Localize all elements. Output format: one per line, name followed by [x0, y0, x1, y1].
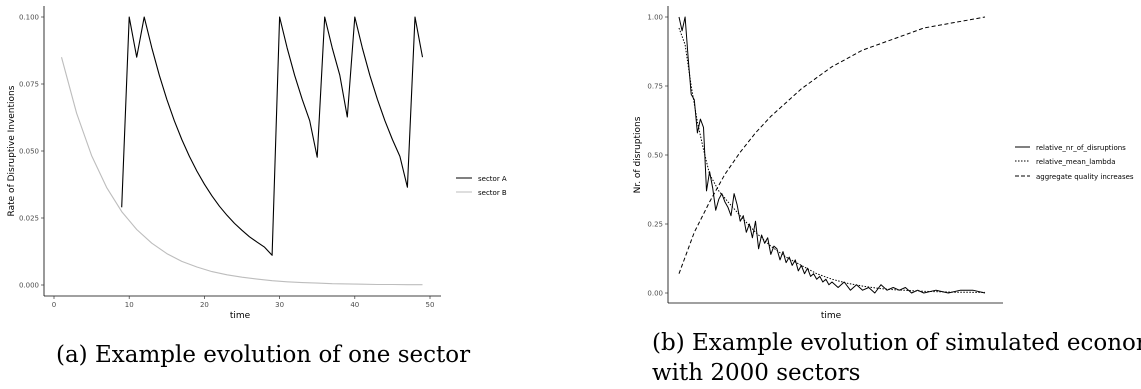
panel-b-x-axis-title: time: [821, 311, 842, 321]
panel-a-x-tick-label: 0: [52, 301, 56, 309]
panel-a-y-tick-label: 0.000: [19, 282, 39, 290]
panel-a-legend: sector A sector B: [456, 175, 507, 197]
panel-a-x-tick-label: 50: [426, 301, 435, 309]
legend-label-aggregate-quality-increases: aggregate quality increases: [1036, 173, 1134, 181]
panel-a-x-tick-label: 30: [275, 301, 284, 309]
panel-a-y-tick-label: 0.050: [19, 148, 39, 156]
caption-a: (a) Example evolution of one sector: [56, 342, 470, 368]
panel-a-x-tick-label: 40: [350, 301, 359, 309]
panel-b-y-tick-label: 0.75: [647, 83, 663, 91]
caption-b-line-1: (b) Example evolution of simulated econo…: [652, 330, 1141, 356]
panel-b-legend: relative_nr_of_disruptions relative_mean…: [1015, 144, 1134, 181]
panel-b-y-tick-label: 0.25: [647, 221, 663, 229]
legend-label-relative-mean-lambda: relative_mean_lambda: [1036, 158, 1116, 166]
panel-a-y-axis-title: Rate of Disruptive Inventions: [7, 85, 17, 216]
panel-a-y-tick-label: 0.025: [19, 215, 39, 223]
series-line-aggregate-quality-increases: [678, 16, 986, 274]
panel-a: 0.000 0.025 0.050 0.075 0.100 0 10 20 30 40 50 ti…: [7, 6, 507, 321]
panel-b-y-ticks: 0.00 0.25 0.50 0.75 1.00: [647, 14, 668, 298]
panel-b-y-tick-label: 0.50: [647, 152, 663, 160]
legend-label-relative-nr-of-disruptions: relative_nr_of_disruptions: [1036, 144, 1126, 152]
series-line-relative-nr-of-disruptions: [678, 16, 986, 294]
panel-a-y-ticks: 0.000 0.025 0.050 0.075 0.100: [19, 14, 44, 290]
panel-b-y-tick-label: 1.00: [647, 14, 663, 22]
panel-a-x-ticks: 0 10 20 30 40 50: [52, 296, 435, 309]
panel-a-y-tick-label: 0.100: [19, 14, 39, 22]
panel-b: 0.00 0.25 0.50 0.75 1.00 time Nr. of disrupt…: [633, 6, 1134, 321]
panel-a-x-tick-label: 20: [200, 301, 209, 309]
panel-b-y-tick-label: 0.00: [647, 290, 663, 298]
legend-label-sector-a: sector A: [478, 175, 507, 183]
legend-label-sector-b: sector B: [478, 189, 507, 197]
panel-a-x-tick-label: 10: [125, 301, 134, 309]
panel-a-x-axis-title: time: [230, 311, 251, 321]
panel-b-series: [678, 16, 986, 294]
panel-a-series: [60, 16, 424, 286]
series-line-sector-b: [60, 57, 423, 286]
panel-b-y-axis-title: Nr. of disruptions: [633, 116, 643, 193]
series-line-relative-mean-lambda: [678, 27, 986, 293]
panel-a-y-tick-label: 0.075: [19, 81, 39, 89]
caption-b-line-2: with 2000 sectors: [652, 360, 860, 386]
series-line-sector-a: [121, 16, 424, 256]
